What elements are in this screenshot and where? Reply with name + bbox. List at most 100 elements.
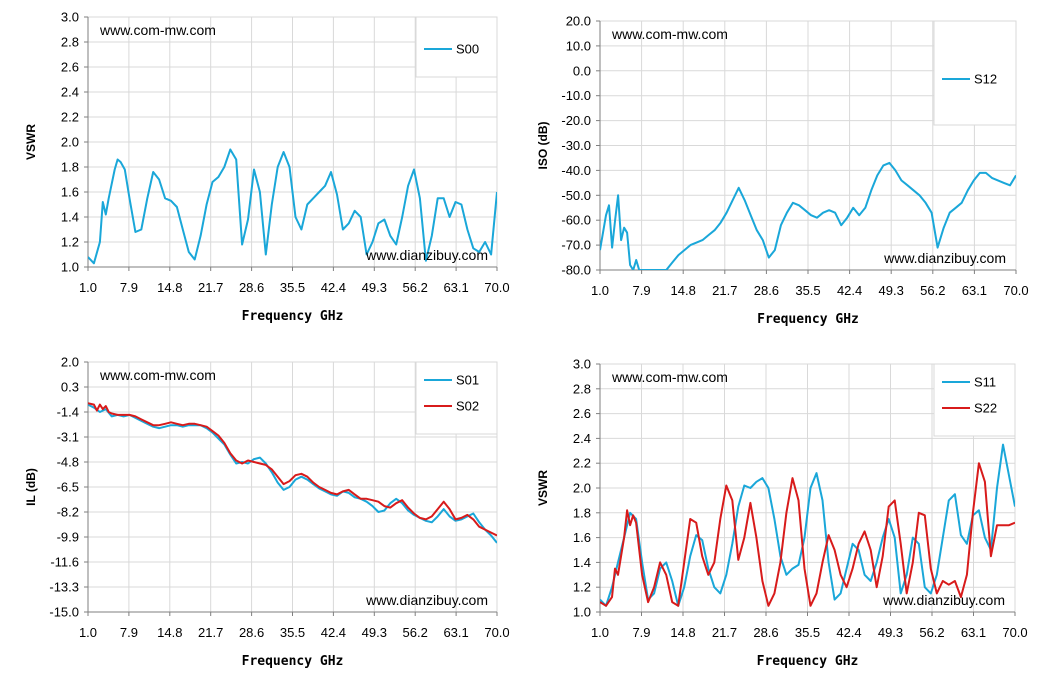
x-tick-label: 28.6	[239, 280, 264, 295]
x-tick-label: 7.9	[120, 280, 138, 295]
x-tick-label: 14.8	[670, 625, 695, 640]
x-tick-label: 56.2	[403, 625, 428, 640]
y-tick-label: 10.0	[566, 38, 591, 53]
y-axis-title: IL (dB)	[24, 468, 38, 506]
x-tick-label: 21.7	[712, 283, 737, 298]
y-tick-label: 20.0	[566, 14, 591, 29]
y-tick-label: -50.0	[561, 188, 591, 203]
legend-box	[933, 363, 1016, 437]
x-tick-label: 35.5	[280, 280, 305, 295]
y-tick-label: -9.9	[57, 530, 79, 545]
x-tick-label: 35.5	[795, 283, 820, 298]
legend-label-s22: S22	[974, 401, 997, 416]
y-tick-label: -20.0	[561, 113, 591, 128]
watermark-top: www.com-mw.com	[611, 369, 728, 385]
y-tick-label: -11.6	[50, 555, 79, 570]
legend-label-s11: S11	[974, 375, 996, 390]
legend-label-s00: S00	[456, 42, 479, 57]
y-tick-label: 0.3	[61, 380, 79, 395]
x-tick-label: 49.3	[362, 625, 387, 640]
y-tick-label: 0.0	[573, 63, 591, 78]
watermark-top: www.com-mw.com	[99, 367, 216, 383]
y-tick-label: 1.8	[573, 505, 591, 520]
y-tick-label: -13.3	[49, 580, 79, 595]
series-line-s00	[88, 148, 497, 265]
x-tick-label: 56.2	[403, 280, 428, 295]
legend-box	[415, 16, 498, 78]
y-tick-label: -3.1	[57, 430, 79, 445]
y-tick-label: 1.2	[573, 580, 591, 595]
chart-panel-4: 1.0 7.9 14.8 21.7 28.6 35.5 42.4 49.3 56.2 63.1 70…	[536, 357, 1028, 670]
y-tick-label: 1.6	[573, 530, 591, 545]
x-tick-label: 56.2	[919, 625, 944, 640]
legend-box	[933, 20, 1017, 126]
y-tick-label: 1.4	[573, 555, 591, 570]
y-tick-label: 2.4	[61, 85, 79, 100]
y-tick-label: 1.2	[61, 235, 79, 250]
series-line-s02	[88, 402, 497, 537]
series-line-s22	[600, 462, 1015, 607]
x-axis-title: Frequency GHz	[757, 654, 859, 669]
x-tick-label: 63.1	[443, 625, 468, 640]
y-tick-label: 2.0	[573, 481, 591, 496]
x-tick-label: 70.0	[484, 625, 509, 640]
series-line-s11	[600, 443, 1015, 607]
y-tick-label: -6.5	[57, 480, 79, 495]
chart-panel-1: 1.0 7.9 14.8 21.7 28.6 35.5 42.4 49.3 56.2 63.1 70…	[24, 10, 510, 325]
y-tick-label: 1.0	[573, 605, 591, 620]
x-tick-label: 35.5	[795, 625, 820, 640]
y-axis-title: VSWR	[536, 470, 550, 506]
x-tick-label: 21.7	[198, 280, 223, 295]
x-tick-label: 1.0	[79, 280, 97, 295]
y-tick-label: 2.0	[61, 135, 79, 150]
watermark-top: www.com-mw.com	[99, 22, 216, 38]
x-tick-label: 14.8	[671, 283, 696, 298]
x-tick-label: 7.9	[632, 625, 650, 640]
y-tick-label: -30.0	[561, 138, 591, 153]
x-tick-label: 42.4	[321, 280, 346, 295]
y-tick-label: 2.0	[61, 355, 79, 370]
x-tick-label: 70.0	[484, 280, 509, 295]
y-tick-label: 2.6	[573, 406, 591, 421]
y-tick-label: 3.0	[573, 357, 591, 372]
x-tick-label: 21.7	[198, 625, 223, 640]
y-tick-label: 2.4	[573, 431, 591, 446]
x-tick-label: 7.9	[120, 625, 138, 640]
x-tick-label: 49.3	[879, 283, 904, 298]
y-tick-label: -60.0	[561, 213, 591, 228]
x-tick-label: 70.0	[1002, 625, 1027, 640]
y-tick-label: -40.0	[561, 163, 591, 178]
x-axis-title: Frequency GHz	[757, 312, 859, 327]
legend-label-s02: S02	[456, 399, 479, 414]
legend-label-s01: S01	[456, 373, 479, 388]
x-axis-title: Frequency GHz	[242, 309, 344, 324]
y-tick-label: 1.6	[61, 185, 79, 200]
x-tick-label: 42.4	[321, 625, 346, 640]
y-tick-label: -15.0	[49, 605, 79, 620]
x-tick-label: 1.0	[591, 283, 609, 298]
x-tick-label: 63.1	[443, 280, 468, 295]
y-tick-label: 1.0	[61, 260, 79, 275]
y-tick-label: -1.4	[57, 405, 79, 420]
series-line-s12	[600, 161, 1016, 270]
y-tick-label: -4.8	[57, 455, 79, 470]
y-tick-label: 1.4	[61, 210, 79, 225]
x-tick-label: 1.0	[79, 625, 97, 640]
x-tick-label: 49.3	[878, 625, 903, 640]
y-tick-label: -10.0	[561, 88, 591, 103]
y-tick-label: 1.8	[61, 160, 79, 175]
x-tick-label: 1.0	[591, 625, 609, 640]
y-tick-label: -8.2	[57, 505, 79, 520]
x-tick-label: 35.5	[280, 625, 305, 640]
x-tick-label: 14.8	[157, 280, 182, 295]
y-tick-label: 2.8	[61, 35, 79, 50]
watermark-bottom: www.dianzibuy.com	[882, 592, 1005, 608]
legend-label-s12: S12	[974, 72, 997, 87]
watermark-bottom: www.dianzibuy.com	[883, 250, 1006, 266]
x-tick-label: 63.1	[961, 625, 986, 640]
x-tick-label: 28.6	[239, 625, 264, 640]
x-tick-label: 21.7	[712, 625, 737, 640]
y-tick-label: 2.8	[573, 381, 591, 396]
watermark-top: www.com-mw.com	[611, 26, 728, 42]
